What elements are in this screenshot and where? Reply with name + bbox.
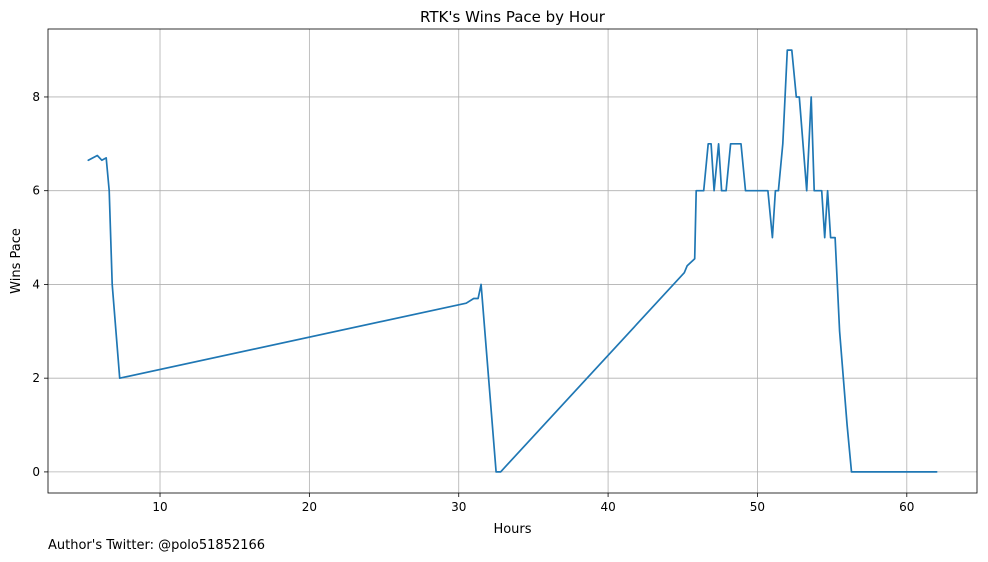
- series-line: [87, 49, 938, 473]
- x-tick-label: 40: [600, 500, 615, 514]
- ticks: 10 20 30 40 50 60 0 2 4 6 8: [32, 90, 914, 514]
- chart-title: RTK's Wins Pace by Hour: [420, 8, 606, 26]
- y-tick-label: 4: [32, 277, 40, 291]
- series-group: [87, 49, 938, 473]
- x-tick-label: 50: [750, 500, 765, 514]
- plot-background: [48, 29, 977, 493]
- x-axis-label: Hours: [493, 522, 531, 537]
- y-axis-label: Wins Pace: [9, 228, 24, 294]
- y-tick-label: 0: [32, 465, 40, 479]
- y-tick-label: 8: [32, 90, 40, 104]
- x-tick-label: 60: [899, 500, 914, 514]
- plot-frame: [47, 28, 978, 494]
- author-credit: Author's Twitter: @polo51852166: [48, 538, 266, 553]
- x-tick-label: 20: [302, 500, 317, 514]
- y-tick-label: 2: [32, 371, 40, 385]
- x-tick-label: 30: [451, 500, 466, 514]
- x-tick-label: 10: [152, 500, 167, 514]
- y-tick-label: 6: [32, 184, 40, 198]
